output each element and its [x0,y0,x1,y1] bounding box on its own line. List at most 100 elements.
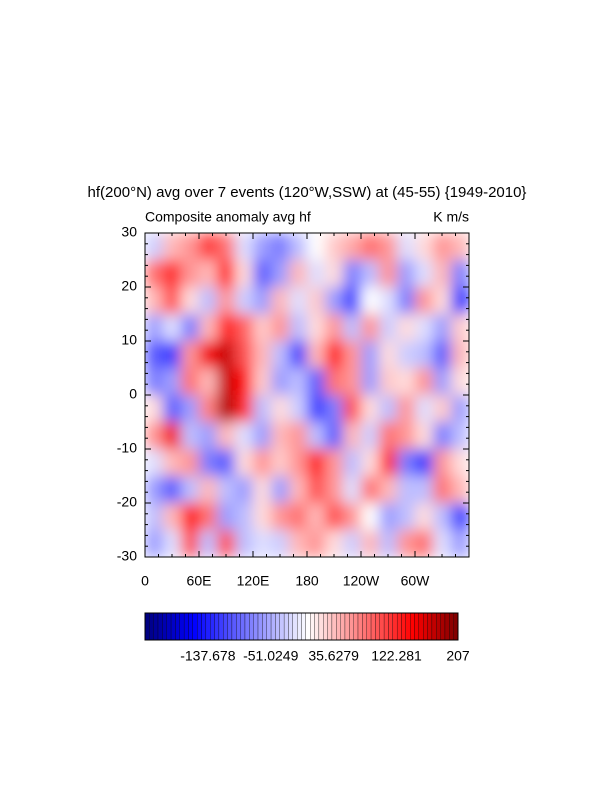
cell [199,233,218,261]
colorbar-box [249,612,254,641]
cell [253,368,272,396]
cell [307,530,326,557]
x-tick-label: 60E [187,573,212,589]
colorbar-box [275,612,280,641]
cell [145,368,164,396]
cell [199,368,218,396]
cell [325,449,344,477]
cell [397,260,416,288]
y-tick-label: 10 [121,332,137,348]
cell [253,314,272,342]
cell [253,233,272,261]
colorbar-box [444,612,450,641]
field-cells [145,233,469,557]
cell [145,476,164,504]
cell [271,449,290,477]
colorbar-box [383,612,389,641]
cell [343,395,362,423]
cell [289,287,308,315]
colorbar-box [405,612,411,641]
cell [379,395,398,423]
colorbar-label: -137.678 [180,648,235,664]
cell [145,530,164,557]
cell [433,233,452,261]
cell [271,314,290,342]
colorbar-box [431,612,437,641]
cell [325,368,344,396]
cell [145,503,164,531]
cell [235,503,254,531]
cell [415,449,434,477]
cell [451,449,469,477]
cell [325,476,344,504]
colorbar-box [327,612,333,641]
cell [415,341,434,369]
colorbar-box [157,612,163,641]
cell [451,368,469,396]
cell [361,395,380,423]
colorbar-box [253,612,259,641]
cell [433,422,452,450]
cell [271,260,290,288]
cell [289,503,308,531]
cell [415,476,434,504]
cell [199,503,218,531]
colorbar-box [288,612,293,641]
cell [199,422,218,450]
colorbar-box [144,612,150,641]
colorbar-box [292,612,298,641]
cell [253,530,272,557]
cell [307,503,326,531]
cell [451,341,469,369]
cell [325,530,344,557]
cell [253,422,272,450]
cell [397,530,416,557]
cell [451,314,469,342]
colorbar-label: -51.0249 [243,648,298,664]
y-tick-label: -10 [117,440,137,456]
colorbar-box [244,612,250,641]
cell [289,449,308,477]
cell [235,476,254,504]
cell [253,476,272,504]
colorbar-box [214,612,220,641]
cell [361,314,380,342]
cell [199,476,218,504]
colorbar-box [410,612,415,641]
cell [217,233,236,261]
colorbar-box [210,612,215,641]
cell [397,287,416,315]
cell [289,530,308,557]
cell [181,530,200,557]
colorbar-box [353,612,359,641]
colorbar-box [427,612,433,641]
colorbar-box [236,612,241,641]
cell [289,314,308,342]
colorbar-box [205,612,211,641]
cell [271,287,290,315]
cell [307,341,326,369]
cell [361,530,380,557]
cell [289,476,308,504]
cell [307,476,326,504]
cell [181,422,200,450]
cell [415,314,434,342]
cell [379,422,398,450]
cell [181,314,200,342]
cell [217,287,236,315]
cell [217,341,236,369]
colorbar-box [301,612,306,641]
cell [271,341,290,369]
cell [397,341,416,369]
cell [163,368,182,396]
y-tick-label: 20 [121,278,137,294]
cell [343,233,362,261]
cell [235,260,254,288]
cell [379,368,398,396]
cell [361,422,380,450]
cell [253,503,272,531]
cell [181,287,200,315]
cell [253,260,272,288]
colorbar-frame [144,612,459,641]
